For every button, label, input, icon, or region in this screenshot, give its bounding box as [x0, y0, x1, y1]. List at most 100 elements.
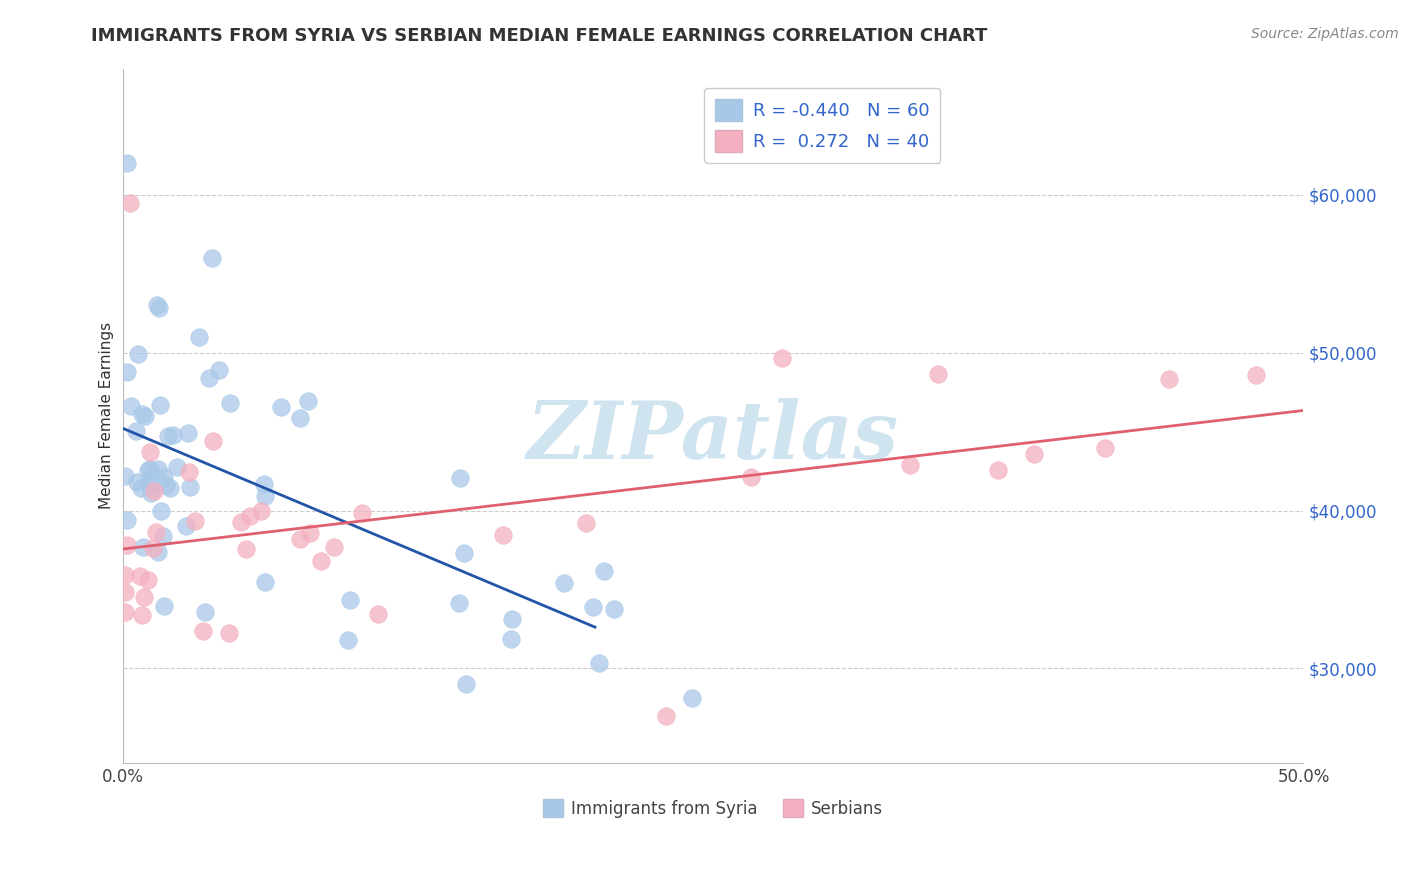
Point [682, 691, 704, 706]
Point [453, 546, 475, 560]
Point [501, 612, 523, 626]
Point [449, 596, 471, 610]
Point [120, 399, 142, 413]
Point [575, 516, 598, 530]
Point [139, 462, 162, 476]
Point [229, 515, 252, 529]
Point [927, 368, 949, 382]
Point [159, 481, 181, 495]
Point [254, 490, 277, 504]
Point [194, 605, 217, 619]
Text: ZIPatlas: ZIPatlas [527, 398, 898, 475]
Y-axis label: Median Female Earnings: Median Female Earnings [100, 322, 114, 509]
Point [117, 156, 139, 170]
Point [149, 399, 172, 413]
Point [142, 541, 165, 556]
Point [118, 195, 141, 210]
Point [298, 526, 321, 541]
Point [136, 573, 159, 587]
Point [288, 411, 311, 425]
Point [115, 365, 138, 379]
Point [162, 427, 184, 442]
Point [1159, 372, 1181, 386]
Point [322, 541, 344, 555]
Point [115, 513, 138, 527]
Point [152, 599, 174, 613]
Point [152, 528, 174, 542]
Point [134, 409, 156, 423]
Point [132, 541, 155, 555]
Point [235, 542, 257, 557]
Point [288, 532, 311, 546]
Point [553, 576, 575, 591]
Point [139, 445, 162, 459]
Point [129, 481, 152, 495]
Point [179, 465, 201, 479]
Point [115, 538, 138, 552]
Point [1024, 447, 1046, 461]
Point [454, 677, 477, 691]
Point [125, 475, 148, 489]
Point [139, 486, 162, 500]
Point [114, 469, 136, 483]
Point [193, 624, 215, 638]
Point [174, 519, 197, 533]
Point [239, 508, 262, 523]
Point [132, 591, 155, 605]
Text: IMMIGRANTS FROM SYRIA VS SERBIAN MEDIAN FEMALE EARNINGS CORRELATION CHART: IMMIGRANTS FROM SYRIA VS SERBIAN MEDIAN … [91, 27, 988, 45]
Point [148, 545, 170, 559]
Point [449, 471, 471, 485]
Point [501, 632, 523, 646]
Point [492, 528, 515, 542]
Point [219, 395, 242, 409]
Point [114, 605, 136, 619]
Point [177, 425, 200, 440]
Point [253, 476, 276, 491]
Point [155, 478, 177, 492]
Point [187, 330, 209, 344]
Legend: Immigrants from Syria, Serbians: Immigrants from Syria, Serbians [536, 793, 890, 824]
Point [582, 599, 605, 614]
Point [145, 524, 167, 539]
Point [770, 351, 793, 366]
Point [987, 463, 1010, 477]
Point [157, 429, 180, 443]
Point [150, 504, 173, 518]
Point [588, 656, 610, 670]
Point [655, 708, 678, 723]
Point [253, 575, 276, 590]
Point [125, 424, 148, 438]
Point [145, 298, 167, 312]
Point [367, 607, 389, 622]
Point [898, 458, 921, 473]
Point [114, 568, 136, 582]
Point [166, 460, 188, 475]
Point [148, 462, 170, 476]
Point [218, 626, 240, 640]
Point [202, 434, 225, 449]
Point [740, 470, 762, 484]
Point [208, 363, 231, 377]
Point [152, 470, 174, 484]
Point [131, 407, 153, 421]
Point [198, 371, 221, 385]
Point [138, 479, 160, 493]
Point [603, 602, 626, 616]
Point [339, 593, 361, 607]
Point [184, 514, 207, 528]
Point [179, 480, 201, 494]
Point [249, 504, 271, 518]
Point [297, 394, 319, 409]
Point [143, 483, 166, 498]
Point [201, 251, 224, 265]
Point [1094, 441, 1116, 455]
Point [593, 564, 616, 578]
Point [131, 608, 153, 623]
Text: Source: ZipAtlas.com: Source: ZipAtlas.com [1251, 27, 1399, 41]
Point [270, 400, 292, 414]
Point [114, 585, 136, 599]
Point [127, 347, 149, 361]
Point [1244, 368, 1267, 383]
Point [138, 463, 160, 477]
Point [139, 472, 162, 486]
